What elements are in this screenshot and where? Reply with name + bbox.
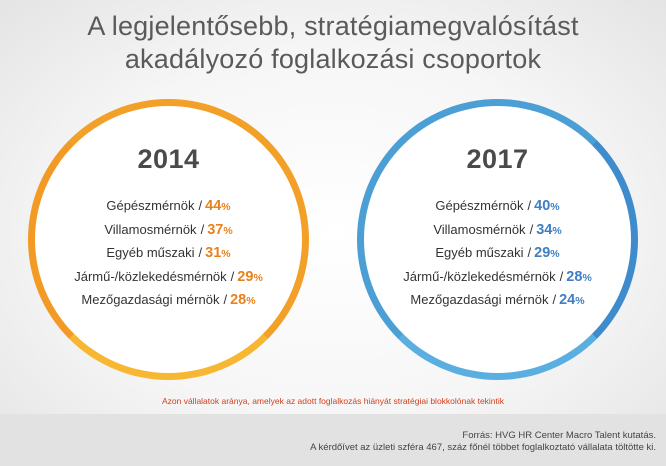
separator: / — [200, 221, 205, 237]
occupation-row: Egyéb műszaki/29% — [364, 241, 631, 265]
percent-value: 34 — [536, 221, 553, 238]
occupation-list-2014: Gépészmérnök/44% Villamosmérnök/37% Egyé… — [35, 194, 302, 312]
percent-value: 40 — [534, 198, 551, 214]
occupation-label: Mezőgazdasági mérnök — [81, 292, 220, 307]
percent-sign: % — [221, 201, 231, 213]
occupation-label: Gépészmérnök — [435, 198, 524, 213]
percent-value: 37 — [207, 221, 224, 238]
percent-sign: % — [246, 295, 256, 307]
panel-2014-circle: 2014 Gépészmérnök/44% Villamosmérnök/37%… — [28, 99, 309, 380]
occupation-row: Gépészmérnök/44% — [35, 194, 302, 218]
percent-sign: % — [253, 271, 263, 284]
separator: / — [529, 221, 534, 237]
page-title: A legjelentősebb, stratégiamegvalósítást… — [0, 10, 666, 76]
percent-sign: % — [552, 224, 562, 237]
percent-value: 31 — [205, 245, 222, 261]
percent-value: 44 — [205, 198, 222, 214]
occupation-row: Jármű-/közlekedésmérnök/29% — [35, 265, 302, 289]
occupation-label: Egyéb műszaki — [435, 245, 524, 260]
percent-value: 29 — [534, 245, 551, 261]
occupation-row: Mezőgazdasági mérnök/24% — [364, 288, 631, 312]
separator: / — [198, 245, 203, 260]
title-line-1: A legjelentősebb, stratégiamegvalósítást — [87, 11, 579, 41]
separator: / — [230, 268, 235, 284]
percent-value: 28 — [566, 268, 583, 285]
year-label-2014: 2014 — [137, 144, 200, 174]
percent-sign: % — [223, 224, 233, 237]
chart-footnote: Azon vállalatok aránya, amelyek az adott… — [161, 396, 505, 406]
footer-bar: Forrás: HVG HR Center Macro Talent kutat… — [0, 414, 666, 466]
occupation-label: Villamosmérnök — [104, 221, 197, 237]
percent-sign: % — [575, 295, 585, 307]
panel-2017-circle: 2017 Gépészmérnök/40% Villamosmérnök/34%… — [357, 99, 638, 380]
occupation-row: Villamosmérnök/37% — [35, 218, 302, 242]
occupation-row: Mezőgazdasági mérnök/28% — [35, 288, 302, 312]
occupation-label: Jármű-/közlekedésmérnök — [403, 268, 556, 284]
occupation-label: Villamosmérnök — [433, 221, 526, 237]
year-label-2017: 2017 — [466, 144, 529, 174]
occupation-list-2017: Gépészmérnök/40% Villamosmérnök/34% Egyé… — [364, 194, 631, 312]
occupation-row: Egyéb műszaki/31% — [35, 241, 302, 265]
percent-value: 28 — [230, 292, 247, 308]
title-line-2: akadályozó foglalkozási csoportok — [124, 44, 542, 74]
occupation-label: Egyéb műszaki — [106, 245, 195, 260]
source-note: Forrás: HVG HR Center Macro Talent kutat… — [310, 430, 656, 454]
occupation-row: Villamosmérnök/34% — [364, 218, 631, 242]
separator: / — [527, 198, 532, 213]
percent-sign: % — [221, 248, 231, 260]
percent-sign: % — [582, 271, 592, 284]
separator: / — [527, 245, 532, 260]
separator: / — [559, 268, 564, 284]
occupation-row: Jármű-/közlekedésmérnök/28% — [364, 265, 631, 289]
percent-value: 29 — [237, 268, 254, 285]
source-line-2: A kérdőívet az üzleti szféra 467, száz f… — [310, 442, 656, 453]
occupation-label: Jármű-/közlekedésmérnök — [74, 268, 227, 284]
source-line-1: Forrás: HVG HR Center Macro Talent kutat… — [462, 430, 656, 441]
separator: / — [198, 198, 203, 213]
occupation-row: Gépészmérnök/40% — [364, 194, 631, 218]
percent-sign: % — [550, 201, 560, 213]
occupation-label: Mezőgazdasági mérnök — [410, 292, 549, 307]
separator: / — [223, 292, 228, 307]
separator: / — [552, 292, 557, 307]
percent-sign: % — [550, 248, 560, 260]
occupation-label: Gépészmérnök — [106, 198, 195, 213]
percent-value: 24 — [559, 292, 576, 308]
